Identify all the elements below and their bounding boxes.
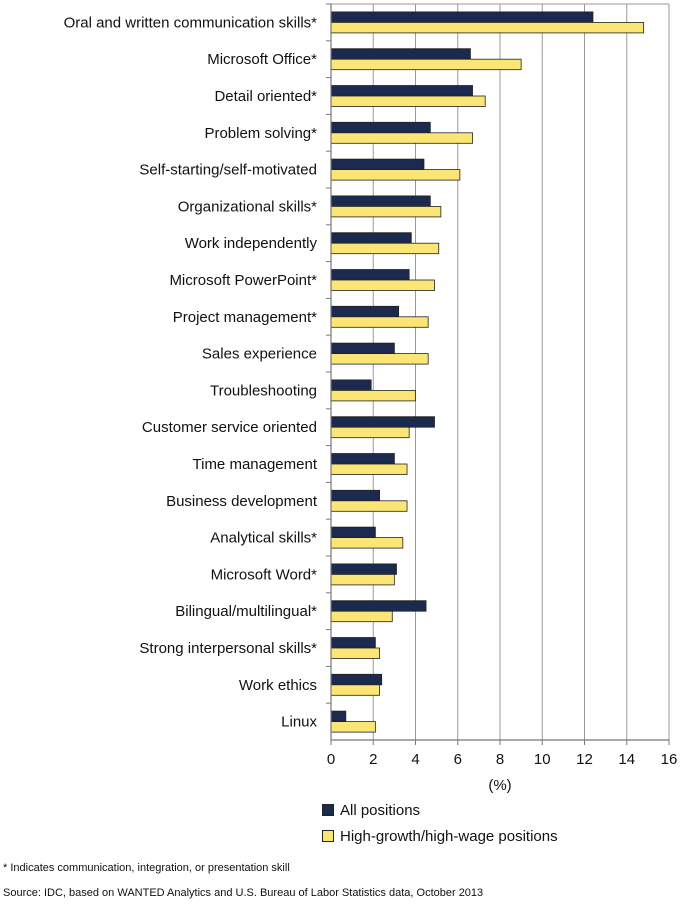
legend-label-high-growth: High-growth/high-wage positions [340, 827, 558, 845]
bar-all-positions [330, 158, 425, 171]
category-label: Time management [193, 456, 318, 473]
category-label: Microsoft Word* [211, 566, 318, 583]
category-label: Microsoft PowerPoint* [169, 272, 317, 289]
bar-all-positions [330, 121, 431, 134]
bar-high-growth [330, 353, 429, 365]
legend: All positions High-growth/high-wage posi… [322, 797, 558, 849]
bar-all-positions [330, 563, 397, 575]
bar-all-positions [330, 526, 376, 538]
bar-high-growth [330, 463, 408, 475]
x-tick-label: 4 [411, 751, 419, 768]
bar-high-growth [330, 58, 522, 71]
gridlines [331, 3, 670, 740]
bar-all-positions [330, 637, 376, 649]
category-label: Self-starting/self-motivated [139, 162, 317, 179]
x-tick-label: 2 [369, 751, 377, 768]
legend-item-all-positions: All positions [322, 797, 558, 823]
category-label: Business development [166, 493, 318, 510]
bar-high-growth [330, 537, 404, 549]
bar-high-growth [330, 95, 486, 107]
bar-high-growth [330, 169, 461, 181]
x-tick-label: 16 [661, 751, 678, 768]
category-label: Strong interpersonal skills* [139, 640, 317, 657]
category-label: Project management* [173, 309, 317, 326]
axes [326, 3, 670, 745]
bar-high-growth [330, 426, 410, 439]
x-tick-label: 14 [618, 751, 635, 768]
bar-high-growth [330, 242, 440, 255]
bar-all-positions [330, 195, 431, 207]
bar-all-positions [330, 416, 435, 428]
x-tick-label: 6 [454, 751, 462, 768]
category-label: Troubleshooting [210, 382, 317, 399]
x-tick-label: 12 [576, 751, 593, 768]
x-tick-label: 10 [534, 751, 551, 768]
x-tick-label: 0 [327, 751, 335, 768]
bar-all-positions [330, 232, 412, 244]
bar-all-positions [330, 342, 395, 355]
bar-high-growth [330, 132, 473, 144]
category-label: Detail oriented* [214, 88, 317, 105]
x-tick-labels: 0 2 4 6 8 10 12 14 16 [327, 751, 678, 768]
legend-swatch-high-growth [322, 830, 334, 842]
bar-high-growth [330, 205, 442, 218]
bar-high-growth [330, 279, 435, 291]
legend-swatch-all-positions [322, 804, 334, 816]
bar-all-positions [330, 48, 471, 60]
bar-high-growth [330, 389, 416, 402]
category-label: Organizational skills* [178, 198, 317, 215]
bar-high-growth [330, 21, 645, 34]
bar-all-positions [330, 489, 380, 502]
category-label: Bilingual/multilingual* [175, 603, 317, 620]
category-label: Problem solving* [204, 125, 317, 142]
bar-high-growth [330, 574, 395, 586]
bar-high-growth [330, 610, 393, 623]
bar-high-growth [330, 500, 408, 512]
bar-high-growth [330, 721, 376, 733]
category-labels: Oral and written communication skills* Mi… [64, 14, 318, 730]
x-axis-title: (%) [488, 777, 511, 794]
bar-high-growth [330, 684, 380, 696]
footnote-source: Source: IDC, based on WANTED Analytics a… [3, 887, 484, 899]
bar-all-positions [330, 11, 594, 23]
bar-all-positions [330, 305, 399, 318]
bar-high-growth [330, 316, 429, 328]
category-label: Sales experience [202, 346, 317, 363]
bar-all-positions [330, 269, 410, 281]
legend-item-high-growth: High-growth/high-wage positions [322, 823, 558, 849]
category-label: Customer service oriented [142, 419, 317, 436]
category-label: Oral and written communication skills* [64, 14, 318, 31]
bar-high-growth [330, 647, 380, 659]
category-label: Analytical skills* [210, 530, 317, 547]
category-label: Work ethics [239, 677, 317, 694]
bars [330, 11, 645, 733]
bar-all-positions [330, 710, 347, 722]
bar-all-positions [330, 85, 473, 97]
bar-chart: Oral and written communication skills* Mi… [64, 3, 678, 794]
category-label: Microsoft Office* [207, 51, 317, 68]
category-label: Linux [281, 714, 317, 731]
bar-all-positions [330, 600, 427, 612]
legend-label-all-positions: All positions [340, 801, 421, 819]
bar-all-positions [330, 379, 372, 391]
x-tick-label: 8 [496, 751, 504, 768]
bar-all-positions [330, 673, 383, 686]
category-label: Work independently [185, 235, 318, 252]
bar-all-positions [330, 453, 395, 465]
footnote-note: * Indicates communication, integration, … [3, 862, 290, 874]
